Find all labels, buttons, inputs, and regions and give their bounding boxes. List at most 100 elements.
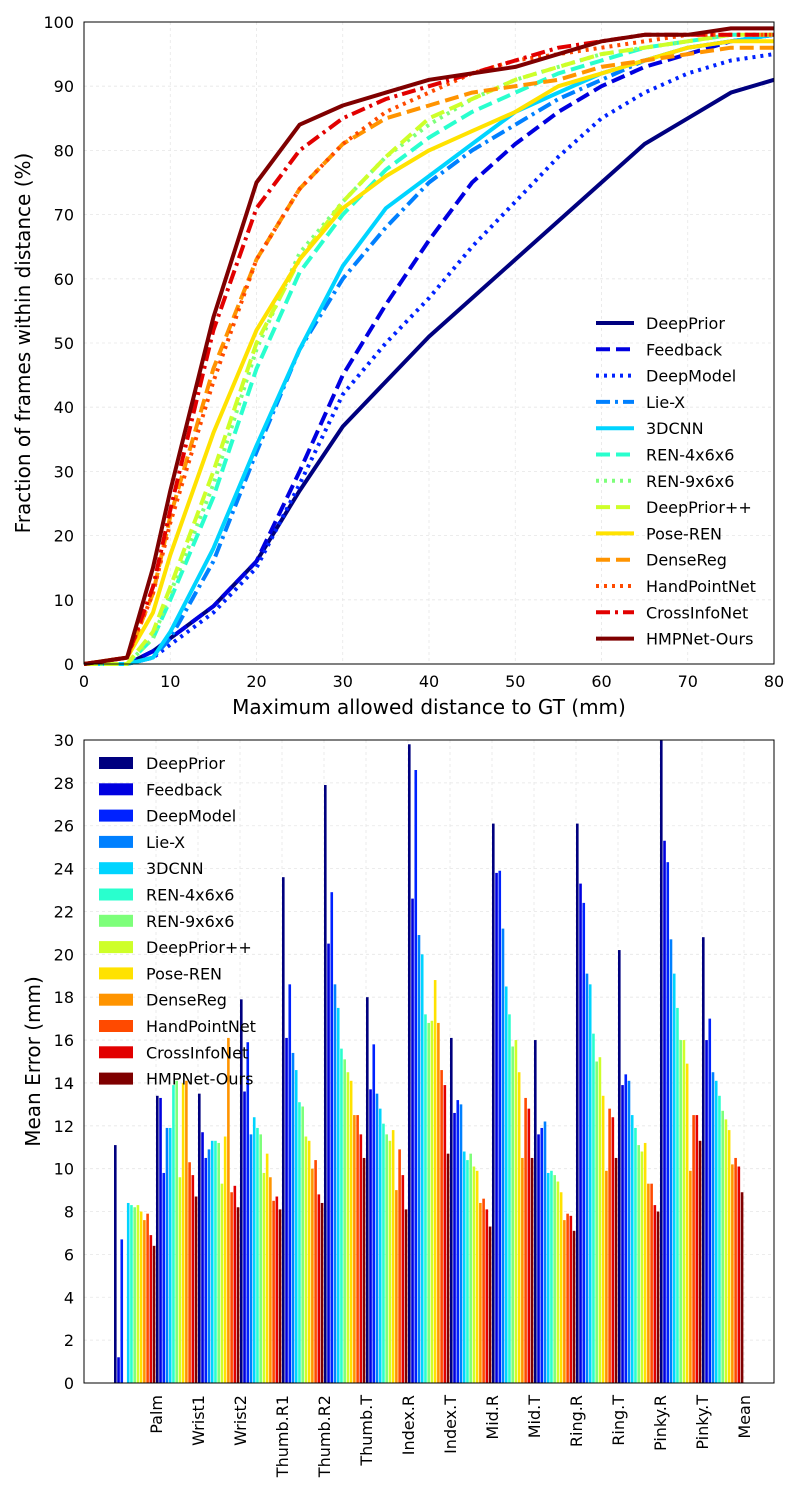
- bar-ren-4x6x6-index-r: [382, 1123, 385, 1383]
- bar-handpointnet-wrist1: [188, 1162, 191, 1383]
- bar-legend-swatch-handpointnet: [99, 1020, 133, 1032]
- bar-deepmodel-ring-r: [540, 1127, 544, 1383]
- bar-deepprior-pinky-r: [618, 950, 621, 1383]
- bar-handpointnet-thumb-r1: [272, 1200, 275, 1383]
- bar-densereg-pinky-t: [689, 1170, 692, 1383]
- bar-ren-9x6x6-index-r: [385, 1134, 388, 1383]
- bar-feedback-mid-t: [495, 872, 498, 1383]
- bar-deepprior-wrist2: [220, 1183, 224, 1383]
- bar-chart-y-tick-label: 2: [64, 1331, 74, 1350]
- bar-deepprior-mid-t: [492, 823, 495, 1383]
- bar-hmpnet-ours-index-t: [446, 1153, 450, 1383]
- bar-chart-y-tick-label: 10: [54, 1160, 74, 1179]
- bar-deepprior-ring-t: [598, 1057, 602, 1383]
- bar-series-ren-4x6x6: [130, 1007, 721, 1383]
- legend-label-feedback: Feedback: [646, 340, 723, 359]
- bar-series-handpointnet: [146, 1070, 737, 1383]
- bar-deepprior-wrist1: [178, 1177, 182, 1383]
- bar-pose-ren-mid-r: [475, 1170, 479, 1383]
- bar-deepmodel-index-t: [414, 770, 418, 1383]
- bar-crossinfonet-pinky-r: [653, 1205, 657, 1383]
- line-chart-y-axis-label: Fraction of frames within distance (%): [11, 153, 35, 534]
- line-chart-y-tick-label: 60: [54, 270, 74, 289]
- bar-deepprior-thumb-t: [346, 1072, 350, 1383]
- bar-chart-y-tick-label: 18: [54, 988, 74, 1007]
- bar-densereg-thumb-r2: [311, 1168, 314, 1383]
- line-chart-x-tick-label: 40: [419, 672, 439, 691]
- bar-deepprior-ring-r: [556, 1181, 560, 1383]
- bar-ren-9x6x6-mid-t: [511, 1046, 514, 1383]
- bar-crossinfonet-thumb-r2: [317, 1194, 321, 1383]
- bar-lie-x-mid-t: [501, 928, 505, 1383]
- bar-handpointnet-mid-r: [482, 1198, 485, 1383]
- bar-3dcnn-thumb-r2: [294, 1070, 298, 1383]
- bar-handpointnet-wrist2: [230, 1192, 233, 1383]
- bar-3dcnn-thumb-t: [336, 1007, 340, 1383]
- line-chart-y-tick-label: 100: [43, 13, 74, 32]
- bar-crossinfonet-ring-t: [611, 1117, 615, 1383]
- bar-chart-y-tick-label: 16: [54, 1031, 74, 1050]
- bar-3dcnn-ring-r: [546, 1172, 550, 1383]
- bar-hmpnet-ours-mid-t: [530, 1157, 534, 1383]
- bar-deepprior-palm: [114, 1145, 117, 1383]
- bar-pose-ren-ring-t: [601, 1095, 605, 1383]
- bar-feedback-mid-r: [453, 1112, 456, 1383]
- bar-3dcnn-mean: [714, 1080, 718, 1383]
- bar-chart-y-tick-label: 28: [54, 774, 74, 793]
- bar-deepprior-ring-t: [576, 823, 579, 1383]
- bar-pose-ren-mean: [727, 1130, 731, 1383]
- line-chart-legend: DeepPrior Feedback DeepModel Lie-X 3DCNN REN-…: [596, 314, 756, 649]
- bar-lie-x-pinky-r: [627, 1080, 631, 1383]
- bar-3dcnn-mid-t: [504, 986, 508, 1383]
- bar-deepprior-index-t: [408, 744, 411, 1383]
- bar-series-lie-x: [165, 928, 715, 1383]
- bar-deepmodel-mean: [708, 1018, 712, 1383]
- bar-legend-swatch-deepprior: [99, 757, 133, 769]
- bar-legend-label-hmpnet-ours: HMPNet-Ours: [146, 1070, 253, 1089]
- line-chart-y-tick-label: 20: [54, 527, 74, 546]
- bar-ren-9x6x6-palm: [133, 1207, 136, 1383]
- bar-lie-x-ring-r: [543, 1121, 547, 1383]
- bar-deepprior-wrist2: [198, 1093, 201, 1383]
- bar-feedback-mean: [705, 1040, 708, 1383]
- bar-crossinfonet-index-t: [443, 1085, 447, 1383]
- bar-chart-y-tick-label: 22: [54, 902, 74, 921]
- bar-handpointnet-ring-r: [566, 1213, 569, 1383]
- line-chart-y-tick-label: 90: [54, 77, 74, 96]
- bar-hmpnet-ours-thumb-r2: [320, 1202, 324, 1383]
- line-chart-x-tick-label: 20: [246, 672, 266, 691]
- bar-deepprior-mean: [702, 937, 705, 1383]
- bar-feedback-palm: [117, 1357, 120, 1383]
- bar-feedback-wrist2: [201, 1132, 204, 1383]
- line-chart-x-axis-label: Maximum allowed distance to GT (mm): [232, 695, 626, 719]
- legend-label-handpointnet: HandPointNet: [646, 577, 756, 596]
- bar-series-densereg: [143, 1022, 734, 1383]
- bar-deepmodel-thumb-t: [330, 892, 334, 1383]
- bar-series-feedback: [117, 840, 708, 1383]
- bar-series-ren-9x6x6: [133, 1022, 724, 1383]
- bar-deepmodel-thumb-r2: [288, 984, 292, 1383]
- bar-crossinfonet-ring-r: [569, 1215, 573, 1383]
- bar-chart-y-tick-label: 12: [54, 1117, 74, 1136]
- bar-ren-9x6x6-ring-r: [553, 1175, 556, 1383]
- bar-chart-category-label-mid-r: Mid.R: [483, 1395, 502, 1440]
- bar-crossinfonet-palm: [149, 1235, 153, 1383]
- bar-3dcnn-ring-t: [588, 984, 592, 1383]
- bar-legend-label-lie-x: Lie-X: [146, 833, 185, 852]
- bar-feedback-ring-r: [537, 1134, 540, 1383]
- bar-ren-9x6x6-ring-t: [595, 1061, 598, 1383]
- bar-densereg-mean: [731, 1164, 734, 1383]
- line-chart-y-tick-label: 10: [54, 591, 74, 610]
- bar-hmpnet-ours-pinky-r: [656, 1211, 660, 1383]
- bar-deepprior-mid-r: [450, 1037, 453, 1383]
- bar-deepmodel-ring-t: [582, 902, 586, 1383]
- bar-densereg-thumb-r1: [269, 1177, 272, 1383]
- bar-pose-ren-ring-r: [559, 1192, 563, 1383]
- bar-deepmodel-thumb-r1: [246, 1042, 250, 1383]
- bar-pose-ren-wrist1: [181, 1082, 185, 1383]
- bar-feedback-index-r: [369, 1089, 372, 1383]
- line-chart-y-ticks: 0 10 20 30 40 50 60 70 80 90 100: [43, 13, 74, 674]
- bar-pose-ren-mid-t: [517, 1072, 521, 1383]
- line-chart-x-tick-label: 80: [764, 672, 784, 691]
